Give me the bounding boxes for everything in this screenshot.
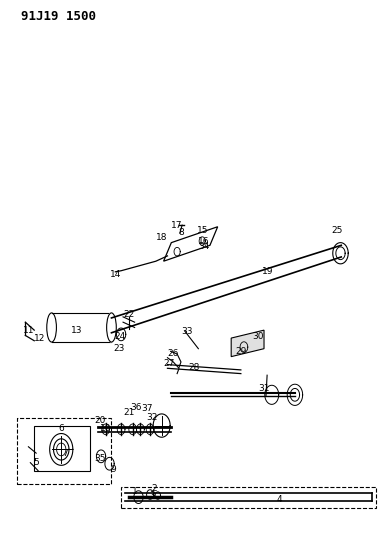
Text: 9: 9: [110, 465, 116, 473]
Text: 22: 22: [123, 310, 135, 319]
Text: 35: 35: [94, 454, 106, 463]
Ellipse shape: [107, 313, 116, 342]
Polygon shape: [231, 330, 264, 357]
Ellipse shape: [47, 313, 56, 342]
Polygon shape: [52, 313, 112, 342]
Text: 28: 28: [189, 363, 200, 372]
Text: 1: 1: [132, 487, 137, 496]
Text: 17: 17: [172, 221, 183, 230]
Text: 7: 7: [62, 449, 68, 458]
Text: 4: 4: [277, 495, 282, 504]
Text: 21: 21: [123, 408, 135, 417]
Text: 12: 12: [34, 334, 46, 343]
Text: 91J19 1500: 91J19 1500: [21, 10, 96, 23]
Text: 10: 10: [100, 424, 111, 433]
Text: 26: 26: [168, 350, 179, 359]
Text: 37: 37: [142, 404, 153, 413]
Text: 2: 2: [151, 483, 157, 492]
Text: 13: 13: [71, 326, 82, 335]
Text: 29: 29: [235, 347, 247, 356]
Text: 5: 5: [33, 458, 39, 467]
Text: 33: 33: [181, 327, 193, 336]
Text: 36: 36: [130, 402, 142, 411]
Text: 14: 14: [110, 270, 121, 279]
Text: 18: 18: [156, 233, 167, 242]
Text: 16: 16: [198, 237, 210, 246]
Text: 31: 31: [258, 384, 270, 393]
Text: 34: 34: [198, 242, 210, 251]
Text: 25: 25: [332, 226, 343, 235]
Text: 11: 11: [23, 326, 34, 335]
Text: 8: 8: [178, 228, 184, 237]
Text: 6: 6: [58, 424, 64, 433]
Text: 24: 24: [115, 332, 126, 341]
Text: 19: 19: [262, 268, 273, 276]
Text: 32: 32: [146, 413, 158, 422]
Text: 3: 3: [149, 491, 155, 500]
Text: 15: 15: [196, 226, 208, 235]
Text: 30: 30: [252, 332, 264, 341]
Text: 23: 23: [114, 344, 125, 353]
Text: 20: 20: [94, 416, 105, 425]
Text: 27: 27: [164, 359, 175, 367]
